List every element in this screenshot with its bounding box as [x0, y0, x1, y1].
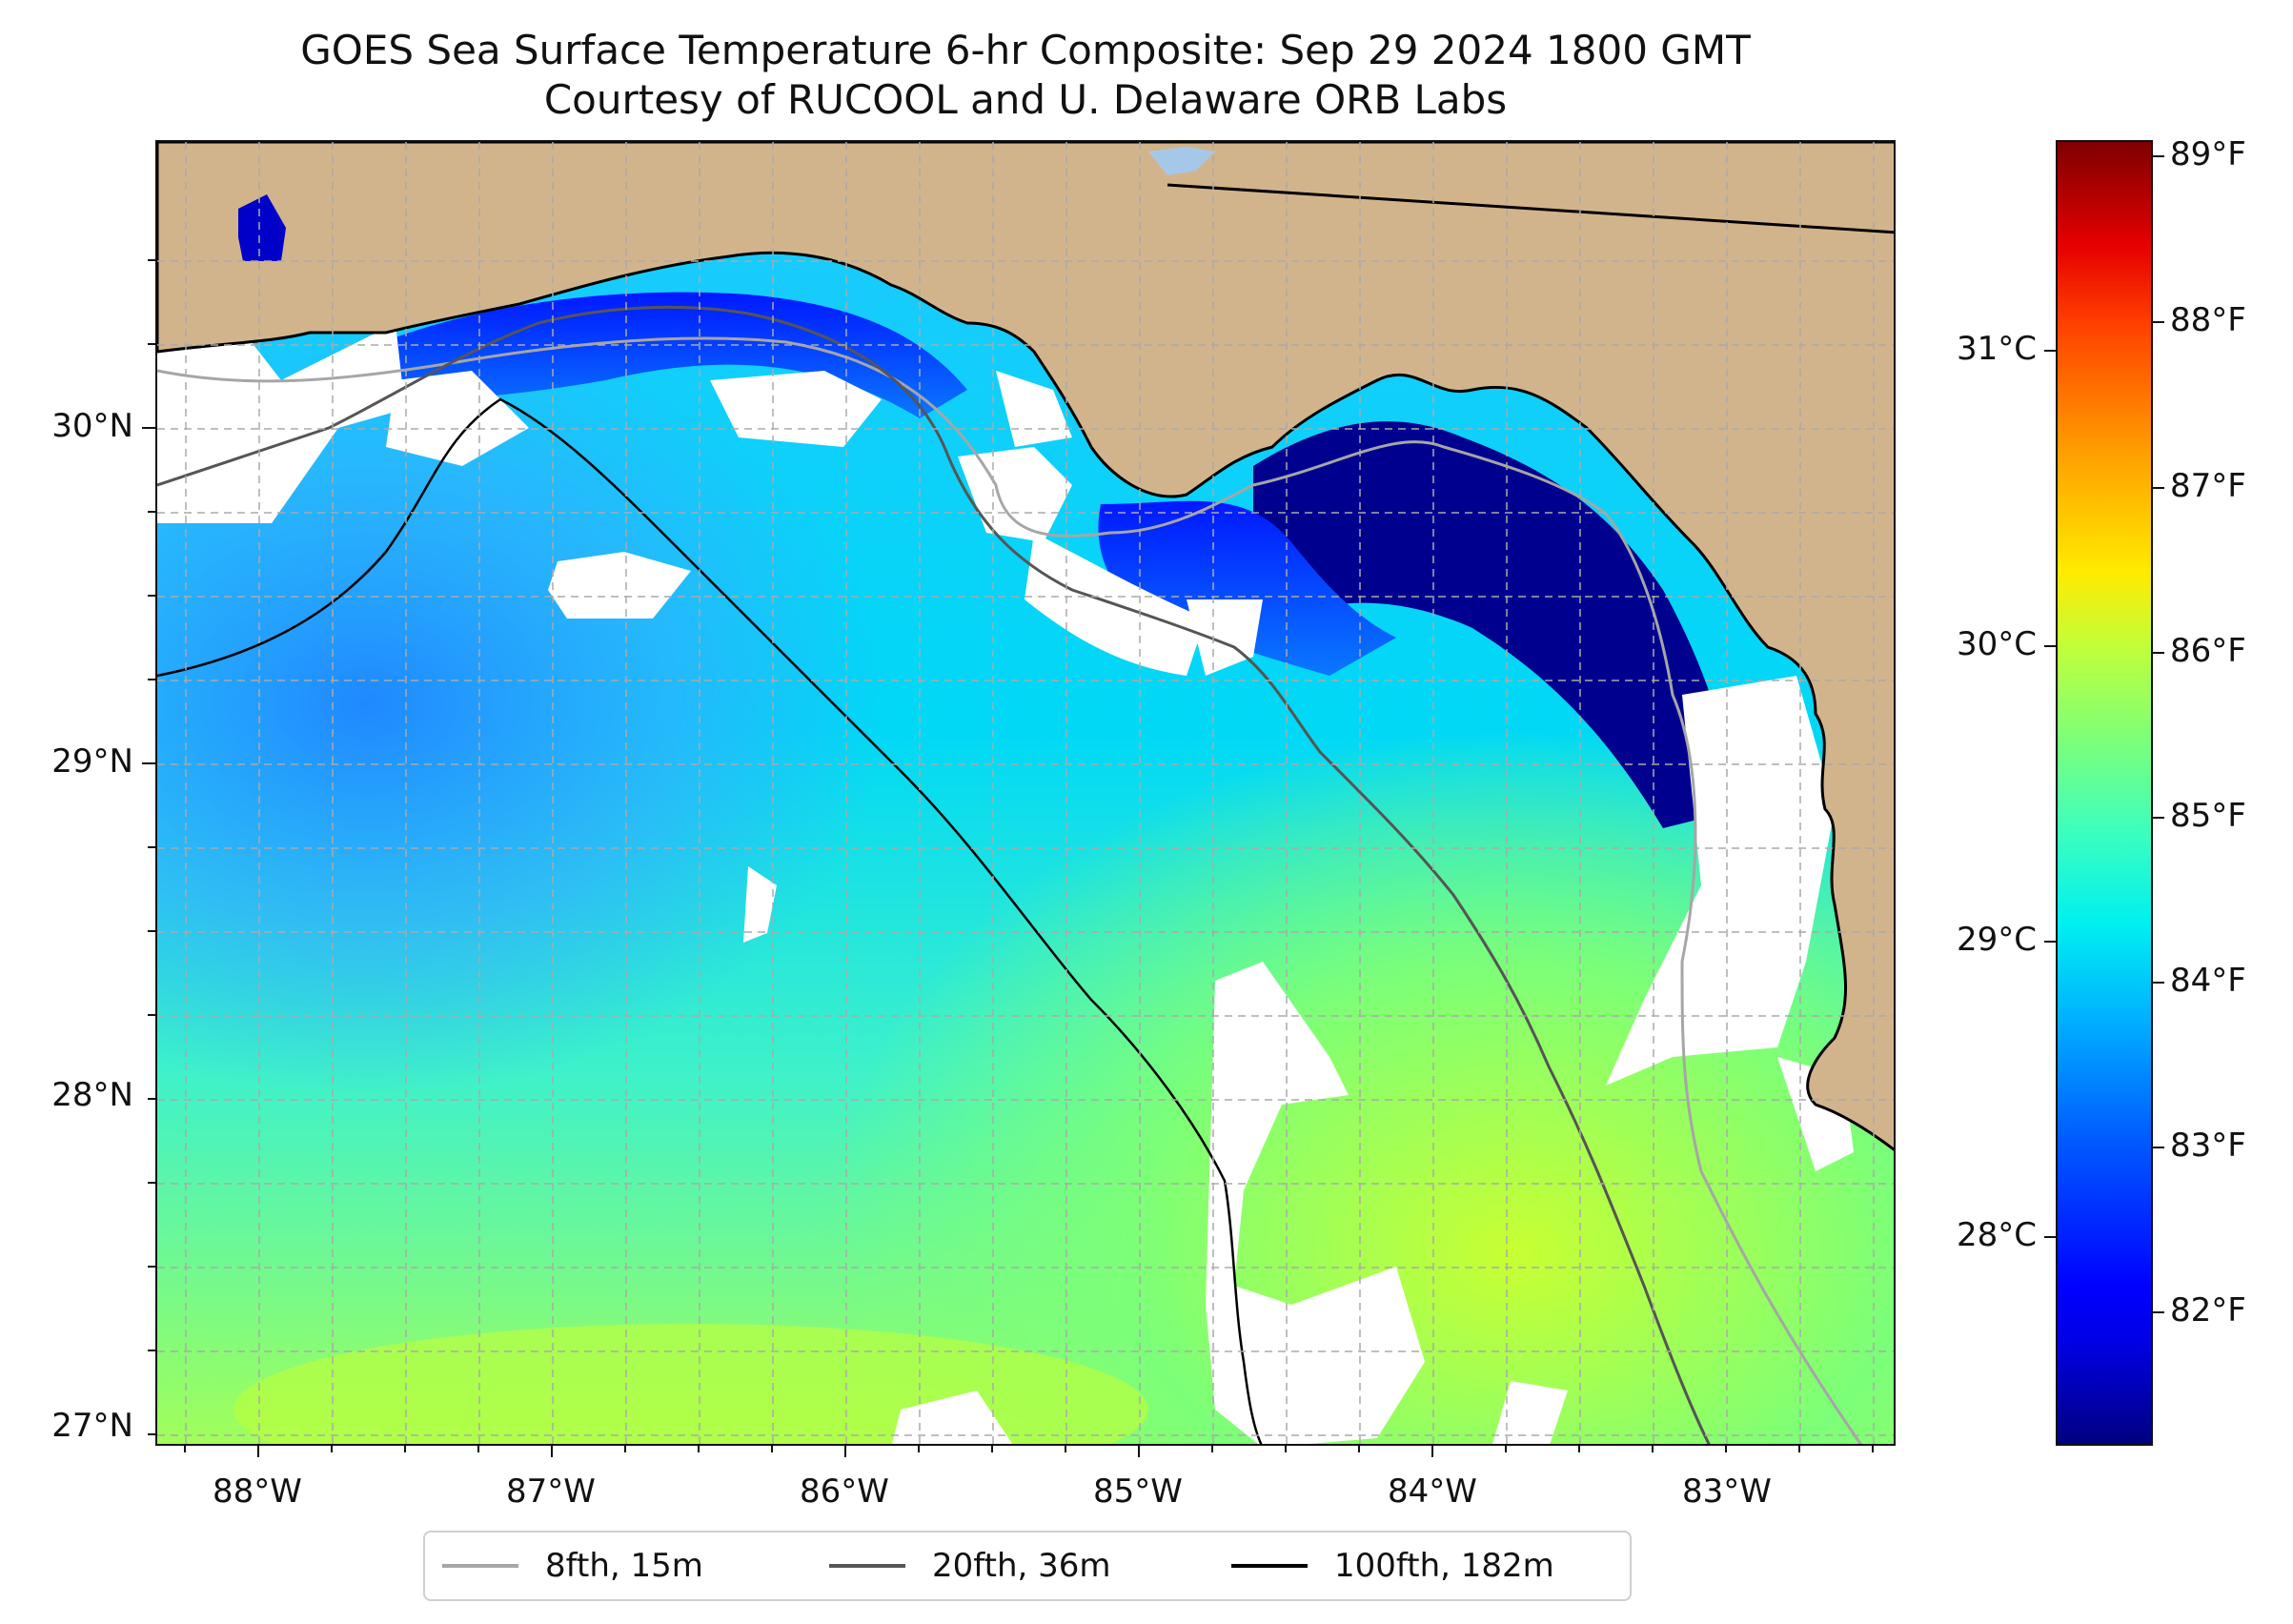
lon-tick: [1798, 1446, 1800, 1452]
legend-item-20fth: 20fth, 36m: [829, 1533, 1111, 1599]
lon-tick: [698, 1446, 700, 1452]
lat-tick: [148, 1433, 155, 1435]
legend-item-100fth: 100fth, 182m: [1231, 1533, 1554, 1599]
lon-tick: [1652, 1446, 1654, 1452]
lon-tick: [1505, 1446, 1507, 1452]
colorbar-c-label: 29°C: [1956, 921, 2037, 959]
lon-tick: [1725, 1446, 1727, 1452]
lat-tick-label: 30°N: [51, 407, 133, 445]
lon-tick-label: 84°W: [1388, 1472, 1477, 1511]
colorbar-c-tick: [2044, 1236, 2056, 1238]
lon-tick: [1138, 1446, 1140, 1457]
lon-tick: [771, 1446, 773, 1452]
lat-tick: [148, 1014, 155, 1016]
colorbar-f-label: 87°F: [2170, 467, 2246, 505]
lat-tick: [142, 427, 155, 429]
lat-tick: [148, 595, 155, 597]
colorbar-f-tick: [2153, 1311, 2164, 1313]
chart-subtitle: Courtesy of RUCOOL and U. Delaware ORB L…: [543, 76, 1508, 123]
lat-tick-label: 28°N: [51, 1076, 133, 1114]
colorbar-c-tick: [2044, 645, 2056, 647]
colorbar-c-tick: [2044, 350, 2056, 352]
lat-tick: [142, 762, 155, 764]
lon-tick-label: 83°W: [1682, 1472, 1772, 1511]
lon-tick: [624, 1446, 626, 1452]
lon-tick: [1065, 1446, 1066, 1452]
colorbar-c-label: 30°C: [1956, 625, 2037, 663]
lon-tick: [551, 1446, 553, 1457]
legend-item-8fth: 8fth, 15m: [442, 1533, 703, 1599]
colorbar-f-tick: [2153, 155, 2164, 157]
lon-tick: [1431, 1446, 1433, 1457]
legend-line-20fth: [829, 1564, 905, 1568]
chart-title: GOES Sea Surface Temperature 6-hr Compos…: [300, 27, 1751, 73]
lat-tick: [148, 846, 155, 848]
lat-tick-label: 29°N: [51, 742, 133, 781]
lat-tick: [148, 259, 155, 261]
lon-tick: [477, 1446, 479, 1452]
lat-tick: [148, 1266, 155, 1268]
lon-tick: [1578, 1446, 1580, 1452]
legend-label-100fth: 100fth, 182m: [1334, 1547, 1554, 1585]
legend-line-8fth: [442, 1564, 518, 1568]
lat-tick: [148, 1350, 155, 1351]
lon-tick-label: 88°W: [213, 1472, 302, 1511]
lon-tick: [257, 1446, 259, 1457]
lon-tick: [1358, 1446, 1360, 1452]
lat-tick: [148, 1182, 155, 1184]
sst-map-canvas: [157, 142, 1894, 1444]
lon-tick-label: 86°W: [800, 1472, 889, 1511]
colorbar-f-tick: [2153, 982, 2164, 984]
lon-tick: [991, 1446, 993, 1452]
sst-map[interactable]: [155, 140, 1896, 1446]
colorbar-f-label: 85°F: [2170, 797, 2246, 835]
lon-tick-label: 87°W: [506, 1472, 596, 1511]
colorbar-f-label: 83°F: [2170, 1127, 2246, 1165]
colorbar-f-tick: [2153, 321, 2164, 323]
gridlines: [157, 142, 1894, 1444]
colorbar-c-label: 28°C: [1956, 1216, 2037, 1254]
colorbar-f-tick: [2153, 817, 2164, 819]
lat-tick: [148, 343, 155, 345]
legend-label-8fth: 8fth, 15m: [545, 1547, 703, 1585]
legend-label-20fth: 20fth, 36m: [932, 1547, 1111, 1585]
lat-tick: [148, 511, 155, 513]
lon-tick: [1211, 1446, 1213, 1452]
lon-tick: [1285, 1446, 1287, 1452]
lat-tick: [148, 930, 155, 932]
isobath-legend: 8fth, 15m 20fth, 36m 100fth, 182m: [423, 1531, 1632, 1601]
lon-tick: [184, 1446, 186, 1452]
lon-tick: [918, 1446, 920, 1452]
colorbar-f-label: 88°F: [2170, 301, 2246, 339]
colorbar: [2056, 140, 2153, 1446]
lon-tick: [404, 1446, 406, 1452]
colorbar-c-label: 31°C: [1956, 330, 2037, 368]
lon-tick: [331, 1446, 333, 1452]
lat-tick: [148, 1098, 155, 1100]
colorbar-f-label: 89°F: [2170, 135, 2246, 173]
colorbar-c-tick: [2044, 941, 2056, 943]
legend-line-100fth: [1231, 1564, 1308, 1568]
lat-tick: [148, 679, 155, 680]
colorbar-f-tick: [2153, 487, 2164, 489]
colorbar-f-label: 82°F: [2170, 1291, 2246, 1330]
colorbar-f-label: 84°F: [2170, 962, 2246, 1000]
colorbar-f-label: 86°F: [2170, 632, 2246, 670]
lon-tick-label: 85°W: [1093, 1472, 1183, 1511]
lon-tick: [844, 1446, 846, 1457]
lon-tick: [1872, 1446, 1874, 1452]
colorbar-f-tick: [2153, 1147, 2164, 1148]
lat-tick-label: 27°N: [51, 1407, 133, 1445]
colorbar-f-tick: [2153, 652, 2164, 654]
